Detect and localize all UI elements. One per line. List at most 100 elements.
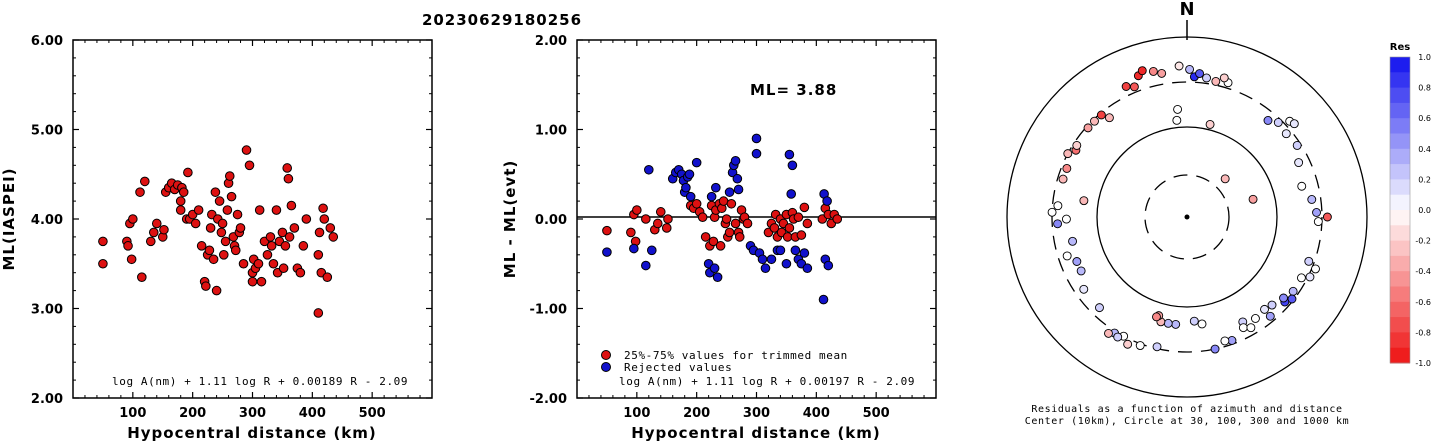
left-data-point	[328, 232, 339, 242]
left-data-point	[244, 160, 255, 171]
station-residual-point	[1083, 123, 1093, 133]
left-data-point	[282, 163, 293, 173]
station-residual-point	[1104, 113, 1114, 123]
ring-300km	[1051, 81, 1323, 353]
colorbar-tick-label: -1.0	[1415, 359, 1431, 368]
colorbar-swatches	[1389, 56, 1411, 364]
station-residual-point	[1250, 314, 1260, 323]
station-residual-point	[1157, 68, 1167, 78]
left-data-point	[230, 245, 241, 256]
middle-ytick-label: -2.00	[530, 392, 567, 407]
colorbar-swatch	[1390, 133, 1410, 150]
middle-x-axis-label: Hypocentral distance (km)	[631, 424, 881, 441]
colorbar-tick-label: -0.8	[1415, 328, 1431, 337]
left-data-point	[298, 241, 309, 251]
station-residual-point	[1163, 318, 1173, 328]
left-data-point	[204, 245, 215, 256]
colorbar-title: Res	[1390, 42, 1410, 53]
station-residual-point	[1311, 264, 1320, 274]
middle-data-point	[602, 225, 612, 236]
left-xtick-label: 200	[179, 406, 206, 421]
left-data-point	[205, 223, 216, 233]
left-data-point	[253, 258, 264, 269]
middle-data-point	[818, 294, 829, 305]
middle-data-point	[799, 248, 810, 258]
middle-data-point	[661, 223, 672, 233]
station-residual-point	[1079, 284, 1089, 294]
middle-xtick-label: 300	[743, 406, 770, 421]
colorbar-swatch	[1390, 286, 1410, 303]
station-residual-point	[1104, 328, 1113, 338]
colorbar-tick-label: -0.2	[1415, 237, 1431, 246]
middle-data-point	[709, 263, 720, 274]
middle-data-point	[781, 258, 792, 269]
station-residual-point	[1246, 323, 1256, 333]
colorbar-swatch	[1390, 72, 1410, 89]
colorbar-swatch	[1390, 57, 1410, 73]
left-data-point	[183, 167, 193, 178]
middle-data-point	[832, 214, 843, 224]
station-residual-point	[1173, 104, 1183, 114]
left-data-point	[98, 258, 108, 269]
middle-data-point	[766, 254, 777, 265]
left-data-point	[220, 236, 231, 247]
colorbar-swatch	[1390, 102, 1410, 119]
colorbar-tick-label: 1.0	[1418, 53, 1431, 62]
middle-data-point	[652, 218, 663, 229]
middle-data-point	[784, 223, 795, 233]
colorbar-swatch	[1390, 332, 1410, 349]
left-data-point	[247, 276, 258, 287]
ml-annotation: ML= 3.88	[750, 81, 837, 99]
station-residual-point	[1172, 115, 1182, 125]
station-residual-point	[1123, 339, 1133, 349]
middle-data-point	[730, 156, 741, 166]
left-data-point	[277, 227, 288, 238]
station-residual-point	[1072, 140, 1082, 150]
middle-data-point	[775, 245, 786, 256]
left-xtick-label: 500	[359, 406, 386, 421]
left-data-point	[256, 276, 267, 287]
station-residual-point	[1296, 273, 1306, 283]
epicenter-point	[1184, 214, 1190, 220]
middle-data-point	[796, 230, 807, 240]
left-data-point	[211, 285, 222, 296]
left-ytick-label: 5.00	[31, 124, 63, 139]
left-data-point	[241, 145, 252, 155]
station-residual-point	[1288, 286, 1298, 296]
left-data-point	[135, 187, 145, 197]
station-residual-point	[1195, 69, 1205, 78]
middle-data-points	[602, 133, 843, 305]
middle-data-point	[822, 196, 832, 206]
ring-100km	[1096, 126, 1278, 308]
middle-data-point	[823, 260, 834, 271]
middle-ytick-label: -1.00	[530, 303, 567, 318]
left-data-point	[159, 224, 169, 235]
middle-data-point	[799, 202, 810, 213]
ring-1000km	[1006, 36, 1368, 398]
left-xtick-label: 100	[119, 406, 146, 421]
left-data-point	[140, 176, 150, 187]
left-data-point	[238, 258, 249, 269]
left-xtick-label: 300	[239, 406, 266, 421]
station-residual-point	[1053, 201, 1063, 211]
colorbar-tick-label: -0.6	[1415, 298, 1431, 307]
middle-formula: log A(nm) + 1.11 log R + 0.00197 R - 2.0…	[619, 375, 915, 388]
legend-marker-trimmed	[601, 350, 611, 360]
middle-data-point	[706, 191, 717, 202]
station-residual-point	[1304, 256, 1314, 266]
middle-data-point	[641, 260, 651, 271]
middle-ytick-label: 1.00	[535, 124, 567, 139]
left-data-point	[284, 232, 295, 242]
middle-data-point	[697, 212, 708, 223]
colorbar-tick-label: 0.2	[1418, 175, 1431, 184]
middle-data-point	[655, 207, 666, 217]
left-data-point	[123, 241, 133, 251]
station-residual-point	[1185, 64, 1195, 74]
middle-data-point	[742, 218, 753, 229]
station-residual-point	[1053, 219, 1063, 229]
left-data-point	[175, 196, 186, 206]
colorbar-frame	[1389, 56, 1411, 364]
left-data-point	[210, 187, 221, 197]
middle-data-point	[644, 164, 654, 175]
